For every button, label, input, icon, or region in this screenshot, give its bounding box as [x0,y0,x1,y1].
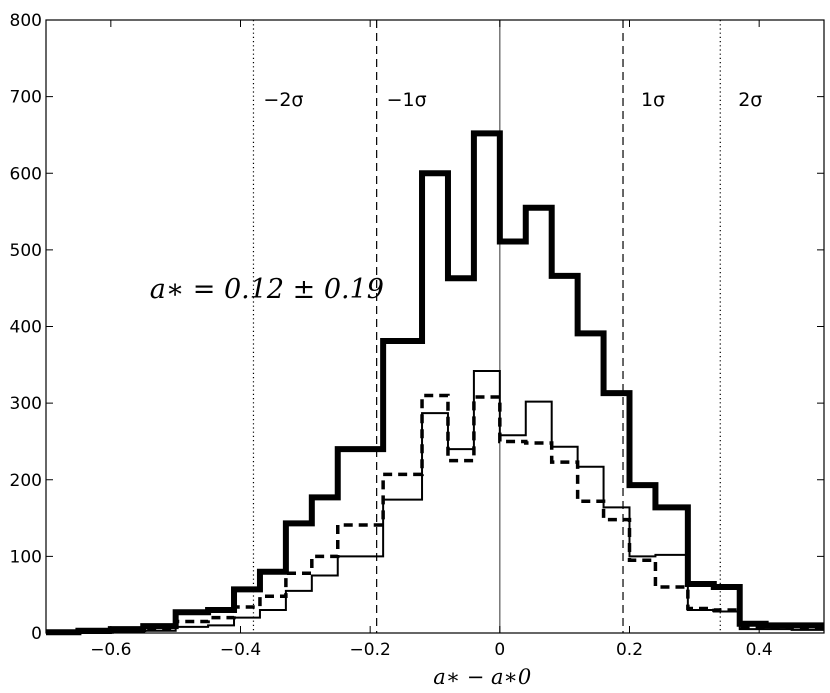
series-thin [46,369,824,634]
y-tick-label: 400 [10,318,42,338]
y-tick-label: 500 [10,241,42,261]
x-tick-label: 0.4 [746,640,773,660]
sigma-label-0: −2σ [263,89,303,111]
axis-ticks [46,19,824,634]
x-tick-label: 0.2 [616,640,643,660]
x-axis-label: a∗ − a∗0 [433,665,531,689]
x-tick-label: 0 [494,640,505,660]
x-tick-label: −0.6 [90,640,131,660]
y-tick-label: 600 [10,164,42,184]
y-tick-label: 800 [10,11,42,31]
y-tick-label: 100 [10,547,42,567]
y-tick-label: 200 [10,471,42,491]
y-tick-label: 300 [10,394,42,414]
sigma-label-1: −1σ [387,89,427,111]
x-tick-label: −0.4 [220,640,261,660]
sigma-label-3: 1σ [641,89,665,111]
reference-lines [252,20,721,633]
plot-frame [45,19,825,634]
series-dashed [46,393,824,634]
x-tick-labels: −0.6 −0.4 −0.2 0 0.2 0.4 [90,640,772,660]
y-tick-labels: 0 100 200 300 400 500 600 700 800 [10,11,42,644]
x-tick-label: −0.2 [350,640,391,660]
y-tick-label: 700 [10,88,42,108]
estimate-annotation: a∗ = 0.12 ± 0.19 [150,274,384,305]
sigma-labels: −2σ −1σ 1σ 2σ [263,89,762,111]
series-thick [46,130,824,636]
y-tick-label: 0 [31,624,42,644]
sigma-label-4: 2σ [738,89,762,111]
histogram-series [46,130,824,636]
